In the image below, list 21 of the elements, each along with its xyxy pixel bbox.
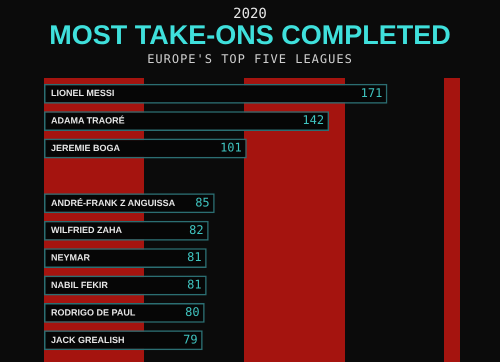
y-tick-label: WILFRIED ZAHA bbox=[51, 225, 122, 236]
y-tick-label: LIONEL MESSI bbox=[51, 88, 114, 98]
chart-subtitle: EUROPE'S TOP FIVE LEAGUES bbox=[146, 52, 354, 66]
data-label: 80 bbox=[185, 305, 200, 320]
y-tick-label: NEYMAR bbox=[51, 252, 90, 263]
y-tick-label: JACK GREALISH bbox=[51, 334, 125, 345]
chart-title: MOST TAKE-ONS COMPLETED bbox=[48, 20, 452, 51]
y-tick-label: JEREMIE BOGA bbox=[51, 142, 121, 153]
data-label: 101 bbox=[220, 140, 242, 155]
data-label: 82 bbox=[189, 222, 204, 237]
data-label: 81 bbox=[187, 278, 202, 292]
y-tick-label: RODRIGO DE PAUL bbox=[51, 307, 136, 318]
data-label: 171 bbox=[360, 86, 382, 100]
text: 2020 bbox=[232, 6, 268, 22]
data-label: 81 bbox=[187, 250, 202, 264]
y-tick-label: ADAMA TRAORÉ bbox=[51, 116, 125, 126]
data-label: 85 bbox=[195, 195, 210, 210]
y-tick-label: NABIL FEKIR bbox=[51, 280, 108, 290]
data-label: 142 bbox=[302, 113, 324, 128]
y-tick-label: ANDRÉ-FRANK Z ANGUISSA bbox=[51, 198, 176, 208]
data-label: 79 bbox=[183, 332, 198, 346]
